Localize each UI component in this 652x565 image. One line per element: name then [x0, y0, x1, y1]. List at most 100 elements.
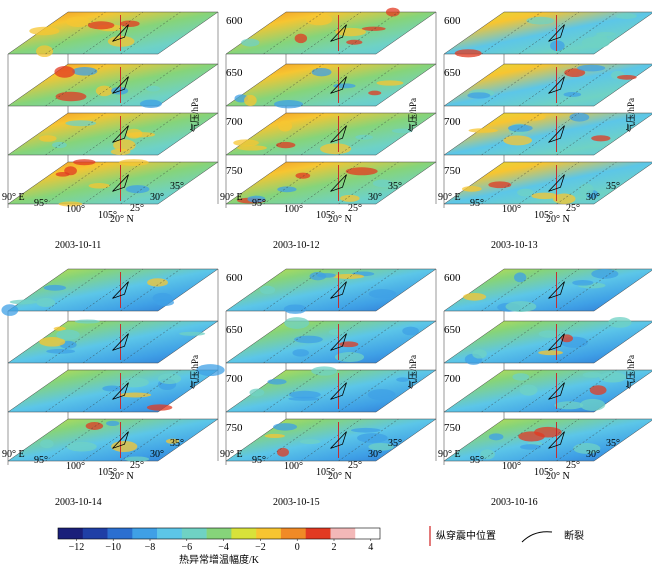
lat-tick-label: 20° N	[546, 471, 570, 482]
colorbar-tick-label: −10	[105, 542, 121, 553]
anomaly-blob	[402, 326, 419, 336]
grid-line	[518, 418, 580, 462]
anomaly-blob	[267, 378, 287, 385]
anomaly-blob	[599, 372, 627, 383]
anomaly-blob	[376, 80, 404, 86]
pressure-level-label: 600	[226, 272, 243, 284]
anomaly-blob	[320, 143, 352, 155]
anomaly-blob	[328, 329, 344, 336]
lat-tick-label: 35°	[606, 438, 620, 449]
anomaly-blob	[396, 377, 410, 382]
panel-date-label: 2003-10-14	[55, 497, 102, 508]
anomaly-blob	[368, 90, 382, 96]
lon-tick-label: 100°	[502, 204, 521, 215]
anomaly-blob	[582, 372, 602, 378]
colorbar-swatch	[58, 528, 84, 539]
fault-symbol	[330, 174, 347, 192]
anomaly-blob	[56, 329, 80, 340]
anomaly-blob	[357, 433, 388, 443]
fault-symbol	[548, 382, 565, 400]
anomaly-blob	[233, 139, 259, 147]
fault-symbol	[112, 431, 129, 449]
anomaly-blob	[125, 128, 143, 139]
anomaly-blob	[29, 26, 60, 36]
grid-line	[481, 268, 542, 312]
anomaly-blob	[259, 285, 276, 295]
grid-line	[263, 369, 324, 413]
pressure-level-label: 650	[226, 67, 243, 79]
colorbar-swatch	[132, 528, 158, 539]
anomaly-blob	[118, 159, 149, 166]
anomaly-blob	[139, 99, 162, 108]
pressure-axis-label: 气压/hPa	[189, 355, 200, 389]
anomaly-blob	[572, 279, 594, 286]
anomaly-blob	[244, 94, 257, 106]
panel-date-label: 2003-10-13	[491, 240, 538, 251]
grid-line	[338, 11, 399, 55]
anomaly-blob	[554, 401, 584, 410]
pressure-axis-label: 气压/hPa	[625, 98, 636, 132]
anomaly-blob	[120, 20, 140, 27]
lon-tick-label: 90° E	[220, 449, 243, 460]
fault-symbol	[548, 281, 565, 299]
lat-tick-label: 20° N	[546, 214, 570, 225]
grid-line	[263, 320, 324, 364]
anomaly-blob	[517, 188, 534, 197]
lon-tick-label: 95°	[470, 455, 484, 466]
grid-line	[481, 320, 542, 364]
grid-line	[518, 112, 580, 156]
anomaly-blob	[1, 304, 19, 316]
colorbar-tick-label: −4	[218, 542, 229, 553]
fault-symbol	[112, 24, 129, 42]
fault-symbol	[330, 76, 347, 94]
anomaly-blob	[311, 366, 338, 376]
pressure-axis-label: 气压/hPa	[407, 98, 418, 132]
grid-line	[120, 268, 181, 312]
lat-tick-label: 30°	[368, 449, 382, 460]
pressure-axis-label: 气压/hPa	[407, 355, 418, 389]
anomaly-blob	[372, 179, 393, 188]
anomaly-blob	[581, 36, 610, 49]
colorbar-swatch	[231, 528, 257, 539]
anomaly-blob	[107, 35, 135, 47]
grid-line	[556, 320, 617, 364]
grid-line	[300, 112, 362, 156]
grid-line	[338, 418, 399, 462]
grid-line	[120, 11, 181, 55]
anomaly-blob	[569, 112, 590, 122]
grid-line	[481, 63, 542, 107]
fault-symbol	[330, 382, 347, 400]
anomaly-blob	[64, 166, 77, 176]
lon-tick-label: 105°	[534, 467, 553, 478]
anomaly-blob	[111, 441, 138, 452]
grid-line	[263, 268, 324, 312]
grid-line	[518, 161, 580, 205]
anomaly-blob	[277, 186, 297, 193]
anomaly-blob	[119, 392, 152, 398]
fault-symbol	[548, 76, 565, 94]
anomaly-blob	[488, 433, 504, 441]
fault-symbol	[112, 76, 129, 94]
lon-tick-label: 90° E	[438, 192, 461, 203]
grid-line	[518, 268, 580, 312]
grid-line	[45, 369, 106, 413]
anomaly-blob	[288, 390, 321, 399]
lon-tick-label: 95°	[252, 198, 266, 209]
anomaly-blob	[249, 388, 265, 397]
colorbar-swatch	[330, 528, 356, 539]
pressure-axis-label: 气压/hPa	[189, 98, 200, 132]
lon-tick-label: 105°	[316, 467, 335, 478]
grid-line	[263, 418, 324, 462]
grid-line	[338, 63, 399, 107]
pressure-slice	[443, 320, 652, 364]
anomaly-blob	[577, 64, 606, 72]
lat-tick-label: 20° N	[328, 471, 352, 482]
pressure-level-label: 700	[226, 116, 243, 128]
anomaly-blob	[340, 194, 360, 202]
anomaly-blob	[87, 21, 115, 30]
grid-line	[263, 63, 324, 107]
colorbar-tick-label: 2	[332, 542, 337, 553]
